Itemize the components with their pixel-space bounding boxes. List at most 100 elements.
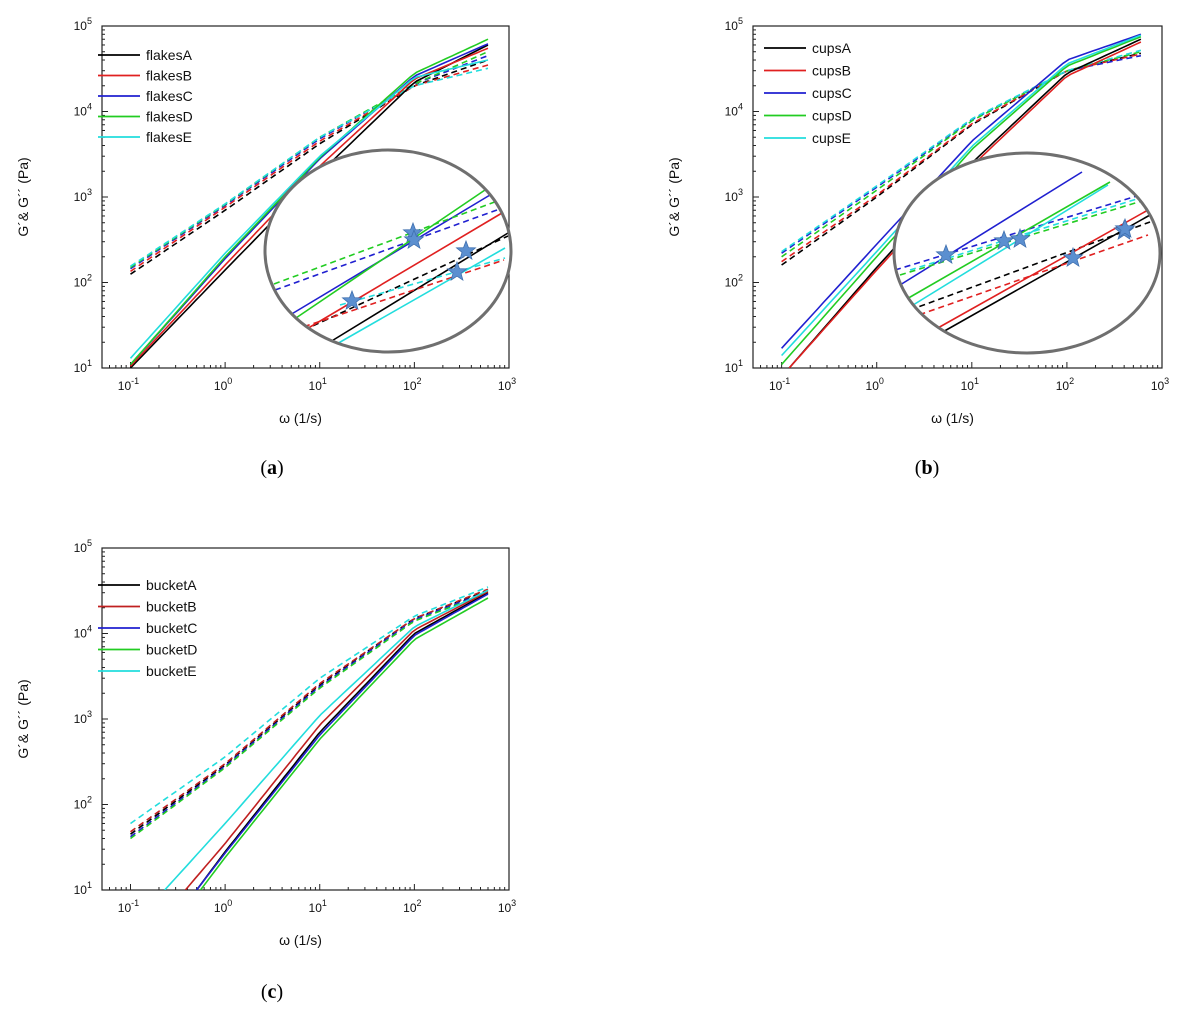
panel-label: (c)	[261, 981, 283, 1003]
y-tick-label: 105	[725, 16, 743, 33]
crossover-star-marker	[1062, 246, 1084, 268]
y-axis-label: G´& G´´ (Pa)	[666, 157, 682, 236]
x-tick-label: 100	[866, 376, 884, 393]
inset-flakesA-dashed	[303, 235, 509, 331]
curves	[130, 586, 489, 890]
legend-label: flakesA	[146, 47, 193, 63]
legend-label: flakesD	[146, 109, 193, 125]
panel-label: (b)	[915, 457, 939, 479]
y-tick-label: 101	[74, 358, 92, 375]
crossover-star-marker	[993, 229, 1015, 251]
x-tick-label: 103	[498, 898, 516, 915]
crossover-star-marker	[935, 243, 957, 265]
inset-flakesE-solid	[334, 247, 506, 346]
panel-c: 10-1 100 101 102 103 101 102 103 104 105 ω (1/s) G´…	[15, 538, 516, 1003]
inset	[892, 151, 1162, 355]
inset-cupsC-dashed	[894, 194, 1141, 271]
legend-label: flakesB	[146, 68, 192, 84]
series-bucketC-g-prime	[195, 593, 489, 890]
series-bucketB-g-double-prime	[130, 588, 489, 833]
y-tick-label: 105	[74, 16, 92, 33]
inset-flakesB-dashed	[284, 259, 505, 334]
series-bucketA-g-prime	[195, 592, 489, 890]
series-cupsC-g-prime	[781, 33, 1142, 349]
x-tick-label: 103	[1151, 376, 1169, 393]
y-tick-label: 101	[725, 358, 743, 375]
inset-flakesE-dashed	[339, 257, 506, 306]
inset-background	[265, 150, 511, 352]
legend: cupsA cupsB cupsC cupsD cupsE	[764, 40, 852, 146]
series-bucketE-g-double-prime	[130, 586, 489, 825]
x-tick-label: 100	[214, 376, 232, 393]
series-flakesE-g-prime	[129, 59, 489, 359]
series-cupsE-g-prime	[781, 34, 1142, 357]
inset-flakesB-solid	[304, 212, 503, 331]
series-bucketC-g-double-prime	[130, 590, 489, 838]
legend-label: cupsB	[812, 63, 851, 79]
series-flakesE-g-double-prime	[130, 67, 489, 267]
legend: bucketA bucketB bucketC bucketD bucketE	[98, 577, 197, 679]
x-tick-label: 102	[1056, 376, 1074, 393]
inset-cupsE-solid	[904, 184, 1109, 311]
x-tick-label: 101	[961, 376, 979, 393]
y-tick-label: 104	[725, 102, 743, 119]
legend-label: cupsC	[812, 85, 852, 101]
y-tick-label: 102	[725, 273, 743, 290]
legend: flakesA flakesB flakesC flakesD flakesE	[98, 47, 193, 145]
y-tick-label: 105	[74, 538, 92, 555]
legend-label: flakesE	[146, 129, 192, 145]
y-tick-label: 103	[725, 187, 743, 204]
legend-label: bucketB	[146, 599, 197, 615]
panel-a: 10-1 100 101 102 103 101 102 103 104 105 ω (1/s) G´…	[15, 16, 516, 479]
crossover-star-marker	[1009, 227, 1031, 249]
legend-label: cupsD	[812, 108, 852, 124]
x-tick-label: 102	[403, 376, 421, 393]
y-tick-label: 104	[74, 102, 92, 119]
x-axis-label: ω (1/s)	[931, 410, 974, 426]
x-tick-label: 103	[498, 376, 516, 393]
y-tick-label: 103	[74, 709, 92, 726]
series-cupsD-g-prime	[781, 35, 1142, 366]
series-cupsB-g-double-prime	[781, 53, 1142, 263]
inset-border	[263, 148, 513, 354]
crossover-star-marker	[1114, 217, 1136, 239]
series-flakesA-g-double-prime	[130, 59, 489, 275]
series-bucketD-g-double-prime	[130, 591, 489, 840]
x-tick-label: 100	[214, 898, 232, 915]
series-bucketB-g-prime	[184, 590, 489, 890]
y-tick-label: 102	[74, 273, 92, 290]
crossover-star-marker	[446, 260, 468, 282]
legend-label: bucketE	[146, 663, 197, 679]
inset-curves	[273, 189, 509, 346]
legend-label: bucketA	[146, 577, 197, 593]
x-axis-label: ω (1/s)	[279, 932, 322, 948]
y-tick-label: 103	[74, 187, 92, 204]
legend-label: flakesC	[146, 88, 193, 104]
inset	[263, 148, 513, 354]
x-tick-label: 10-1	[118, 898, 139, 915]
y-axis-label: G´& G´´ (Pa)	[15, 679, 31, 758]
inset-border	[892, 151, 1162, 355]
panel-label: (a)	[260, 457, 283, 479]
y-tick-label: 102	[74, 795, 92, 812]
legend-label: bucketD	[146, 642, 197, 658]
legend-label: cupsE	[812, 130, 851, 146]
y-tick-label: 104	[74, 624, 92, 641]
legend-label: bucketC	[146, 620, 197, 636]
inset-cupsB-dashed	[909, 234, 1149, 319]
series-flakesD-g-prime	[129, 38, 489, 366]
x-tick-label: 102	[403, 898, 421, 915]
panel-b: 10-1 100 101 102 103 101 102 103 104 105 ω (1/s) G´…	[666, 16, 1169, 479]
inset-cupsA-dashed	[909, 221, 1151, 311]
series-bucketE-g-prime	[164, 589, 489, 890]
x-axis-label: ω (1/s)	[279, 410, 322, 426]
series-bucketD-g-prime	[199, 597, 489, 890]
y-tick-label: 101	[74, 880, 92, 897]
legend-label: cupsA	[812, 40, 852, 56]
x-tick-label: 10-1	[118, 376, 139, 393]
inset-background	[894, 153, 1160, 353]
x-tick-label: 101	[309, 376, 327, 393]
crossover-star-marker	[341, 289, 363, 311]
x-tick-label: 10-1	[769, 376, 790, 393]
